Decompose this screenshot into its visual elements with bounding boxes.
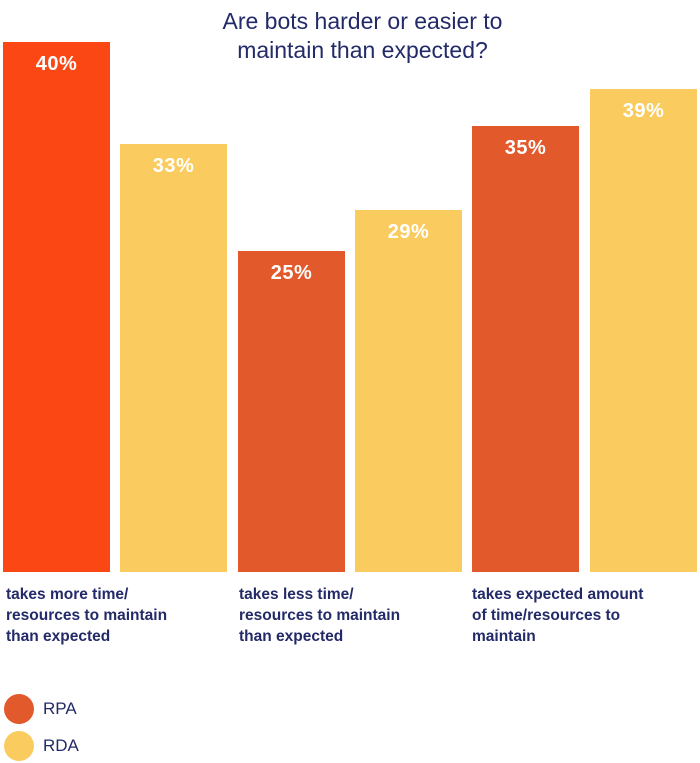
chart-title: Are bots harder or easier to maintain th… [25,7,700,65]
legend-label: RPA [43,699,77,718]
bar-value-label: 39% [622,100,665,122]
bar-rda-category-1: 33% [120,144,227,572]
category-label-line: resources to maintain [6,607,168,624]
category-label-line: maintain [472,628,536,645]
bar-rpa-category-3: 35% [472,126,579,572]
category-label-2: takes less time/resources to maintain tha… [239,584,469,647]
bar-value-label: 40% [35,53,78,75]
category-label-line: resources to maintain [239,607,401,624]
category-label-line: takes expected amount [472,586,644,603]
legend-item-rpa: RPA [4,694,79,724]
legend-swatch-circle-icon [4,731,34,761]
bar-value-label: 35% [504,137,547,159]
category-label-line: takes less time/ [239,586,354,603]
legend-label: RDA [43,736,79,755]
category-label-1: takes more time/resources to maintain tha… [6,584,236,647]
chart-title-line-1: Are bots harder or easier to [222,8,503,34]
bar-rda-category-2: 29% [355,210,462,572]
bar-rpa-category-2: 25% [238,251,345,572]
legend-item-rda: RDA [4,731,79,761]
legend: RPA RDA [4,694,79,763]
bar-value-label: 25% [270,262,313,284]
category-label-line: than expected [6,628,111,645]
bar-rpa-category-1: 40% [3,42,110,572]
bar-value-label: 29% [387,221,430,243]
category-label-line: of time/resources to [472,607,621,624]
bar-rda-category-3: 39% [590,89,697,572]
bar-value-label: 33% [152,155,195,177]
chart-title-line-2: maintain than expected? [237,37,488,63]
legend-swatch-circle-icon [4,694,34,724]
category-label-line: than expected [239,628,344,645]
category-label-line: takes more time/ [6,586,129,603]
category-label-3: takes expected amount of time/resources t… [472,584,700,647]
